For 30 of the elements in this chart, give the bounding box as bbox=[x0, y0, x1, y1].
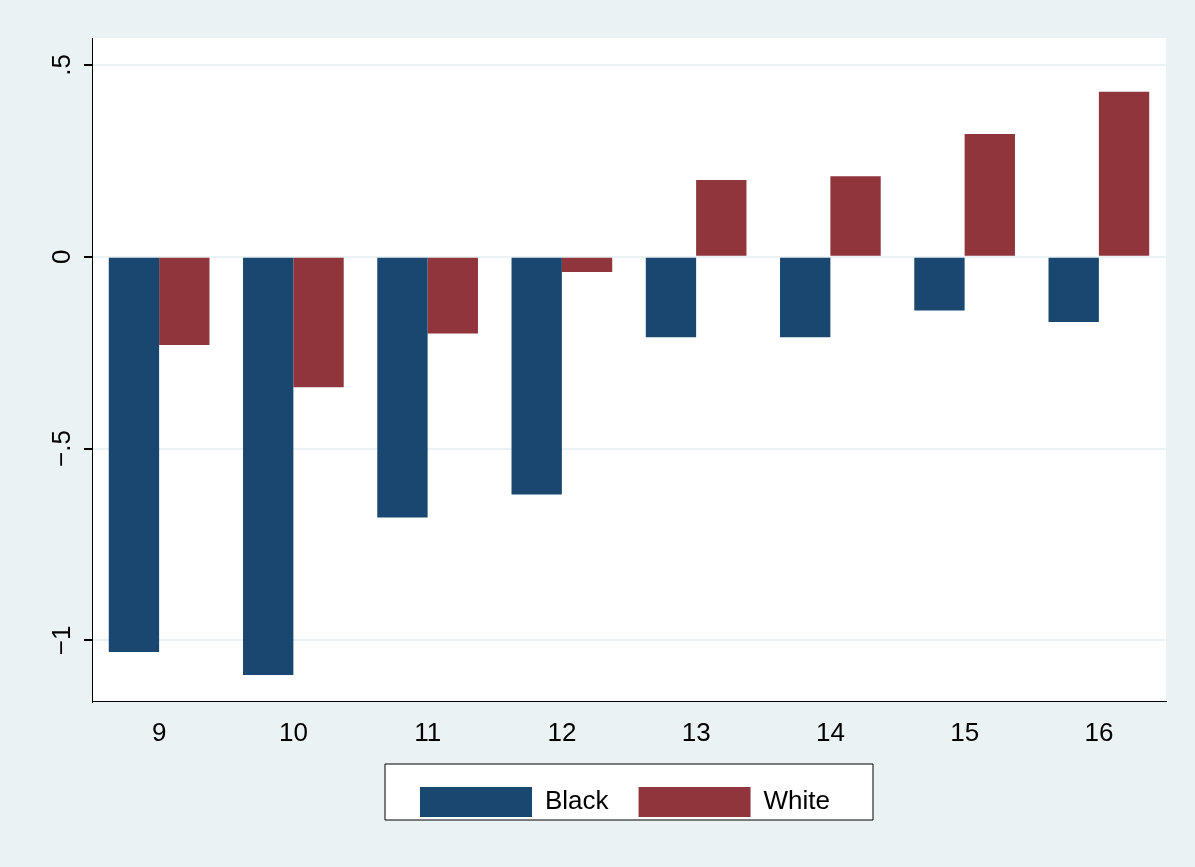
bar bbox=[914, 257, 965, 311]
bar bbox=[696, 179, 747, 256]
bar bbox=[964, 133, 1015, 256]
bar bbox=[293, 257, 344, 388]
y-tick-label: −.5 bbox=[46, 430, 77, 467]
bar bbox=[377, 257, 428, 518]
legend-label: White bbox=[763, 785, 831, 816]
bar bbox=[427, 257, 478, 334]
x-tick-label: 14 bbox=[815, 716, 845, 747]
x-tick-label: 16 bbox=[1084, 716, 1114, 747]
bar bbox=[159, 257, 210, 345]
x-tick-label: 15 bbox=[950, 716, 980, 747]
x-tick-label: 10 bbox=[278, 716, 308, 747]
y-tick-label: 0 bbox=[46, 249, 77, 264]
bar bbox=[645, 257, 697, 338]
bar bbox=[830, 176, 881, 256]
y-tick-label: −1 bbox=[46, 625, 77, 656]
bar bbox=[108, 257, 160, 652]
bar bbox=[1098, 91, 1150, 256]
legend-label: Black bbox=[544, 785, 610, 816]
x-tick-label: 13 bbox=[681, 716, 711, 747]
bar bbox=[780, 257, 831, 338]
bar bbox=[243, 257, 294, 675]
y-tick-label: .5 bbox=[46, 54, 77, 76]
bar bbox=[1048, 257, 1099, 322]
bar bbox=[511, 257, 562, 495]
x-tick-label: 9 bbox=[151, 716, 167, 747]
x-tick-label: 12 bbox=[547, 716, 577, 747]
x-tick-label: 11 bbox=[414, 716, 442, 747]
bar bbox=[561, 257, 613, 273]
